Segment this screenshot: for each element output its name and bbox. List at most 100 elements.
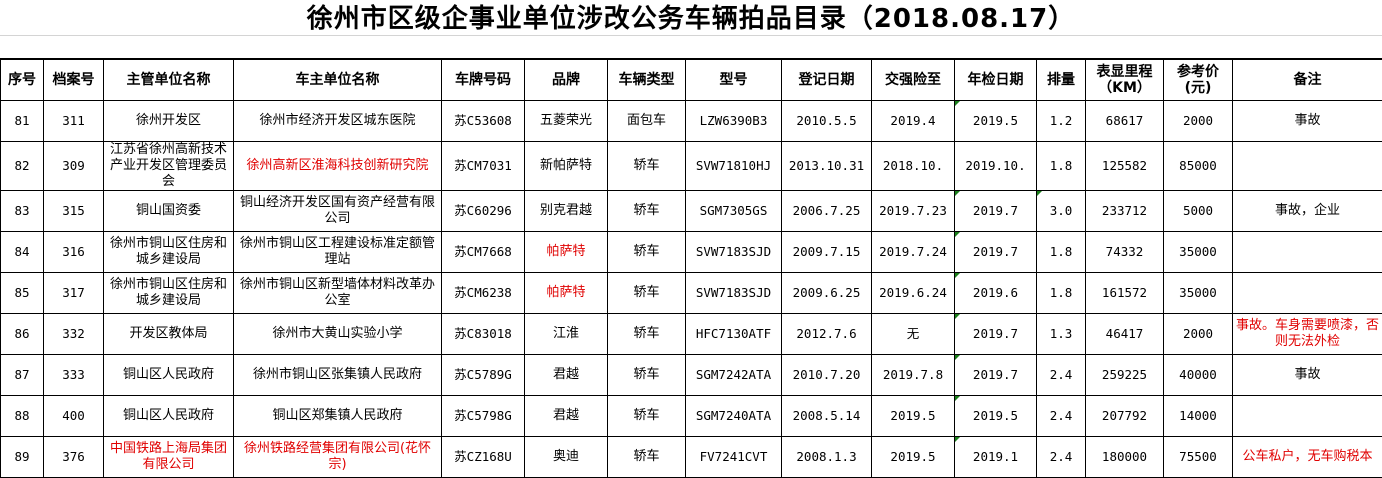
cell-inspection[interactable]: 2019.7	[955, 355, 1037, 396]
cell-dept[interactable]: 铜山国资委	[104, 191, 234, 232]
column-header-price[interactable]: 参考价(元)	[1164, 60, 1233, 101]
cell-displacement[interactable]: 2.4	[1037, 396, 1086, 437]
cell-price[interactable]: 2000	[1164, 101, 1233, 142]
cell-owner[interactable]: 铜山区郑集镇人民政府	[234, 396, 442, 437]
cell-owner[interactable]: 徐州市大黄山实验小学	[234, 314, 442, 355]
cell-vehicle-type[interactable]: 轿车	[608, 273, 686, 314]
column-header-seq[interactable]: 序号	[1, 60, 44, 101]
cell-mileage[interactable]: 161572	[1086, 273, 1164, 314]
cell-seq[interactable]: 83	[1, 191, 44, 232]
cell-owner[interactable]: 徐州市铜山区张集镇人民政府	[234, 355, 442, 396]
cell-displacement[interactable]: 1.8	[1037, 232, 1086, 273]
cell-mileage[interactable]: 68617	[1086, 101, 1164, 142]
cell-owner[interactable]: 徐州铁路经营集团有限公司(花怀宗)	[234, 437, 442, 478]
cell-model[interactable]: FV7241CVT	[686, 437, 782, 478]
cell-reg-date[interactable]: 2009.6.25	[782, 273, 872, 314]
cell-reg-date[interactable]: 2008.1.3	[782, 437, 872, 478]
cell-note[interactable]	[1233, 396, 1382, 437]
cell-note[interactable]	[1233, 232, 1382, 273]
column-header-file-no[interactable]: 档案号	[44, 60, 104, 101]
cell-model[interactable]: SVW7183SJD	[686, 273, 782, 314]
cell-file-no[interactable]: 311	[44, 101, 104, 142]
cell-seq[interactable]: 85	[1, 273, 44, 314]
cell-mileage[interactable]: 125582	[1086, 142, 1164, 191]
cell-insurance[interactable]: 2019.7.8	[872, 355, 955, 396]
cell-vehicle-type[interactable]: 轿车	[608, 396, 686, 437]
cell-mileage[interactable]: 233712	[1086, 191, 1164, 232]
cell-note[interactable]: 事故	[1233, 101, 1382, 142]
cell-reg-date[interactable]: 2008.5.14	[782, 396, 872, 437]
cell-mileage[interactable]: 46417	[1086, 314, 1164, 355]
cell-insurance[interactable]: 2018.10.	[872, 142, 955, 191]
cell-price[interactable]: 40000	[1164, 355, 1233, 396]
cell-mileage[interactable]: 207792	[1086, 396, 1164, 437]
cell-plate[interactable]: 苏CM7668	[442, 232, 525, 273]
cell-owner[interactable]: 徐州市铜山区工程建设标准定额管理站	[234, 232, 442, 273]
cell-model[interactable]: SGM7305GS	[686, 191, 782, 232]
cell-vehicle-type[interactable]: 轿车	[608, 142, 686, 191]
cell-inspection[interactable]: 2019.10.	[955, 142, 1037, 191]
cell-insurance[interactable]: 无	[872, 314, 955, 355]
cell-note[interactable]	[1233, 142, 1382, 191]
cell-vehicle-type[interactable]: 轿车	[608, 355, 686, 396]
cell-dept[interactable]: 铜山区人民政府	[104, 396, 234, 437]
column-header-vehicle-type[interactable]: 车辆类型	[608, 60, 686, 101]
cell-brand[interactable]: 帕萨特	[525, 232, 608, 273]
cell-dept[interactable]: 铜山区人民政府	[104, 355, 234, 396]
cell-price[interactable]: 2000	[1164, 314, 1233, 355]
cell-plate[interactable]: 苏C60296	[442, 191, 525, 232]
cell-model[interactable]: HFC7130ATF	[686, 314, 782, 355]
cell-reg-date[interactable]: 2010.7.20	[782, 355, 872, 396]
cell-displacement[interactable]: 2.4	[1037, 355, 1086, 396]
cell-vehicle-type[interactable]: 轿车	[608, 437, 686, 478]
cell-model[interactable]: SGM7242ATA	[686, 355, 782, 396]
cell-file-no[interactable]: 309	[44, 142, 104, 191]
cell-brand[interactable]: 别克君越	[525, 191, 608, 232]
cell-seq[interactable]: 86	[1, 314, 44, 355]
column-header-plate[interactable]: 车牌号码	[442, 60, 525, 101]
cell-brand[interactable]: 帕萨特	[525, 273, 608, 314]
column-header-inspection[interactable]: 年检日期	[955, 60, 1037, 101]
cell-dept[interactable]: 徐州开发区	[104, 101, 234, 142]
cell-inspection[interactable]: 2019.1	[955, 437, 1037, 478]
cell-plate[interactable]: 苏C53608	[442, 101, 525, 142]
cell-vehicle-type[interactable]: 轿车	[608, 191, 686, 232]
cell-reg-date[interactable]: 2012.7.6	[782, 314, 872, 355]
column-header-model[interactable]: 型号	[686, 60, 782, 101]
cell-model[interactable]: SVW7183SJD	[686, 232, 782, 273]
cell-reg-date[interactable]: 2006.7.25	[782, 191, 872, 232]
cell-insurance[interactable]: 2019.6.24	[872, 273, 955, 314]
cell-plate[interactable]: 苏CM6238	[442, 273, 525, 314]
cell-mileage[interactable]: 259225	[1086, 355, 1164, 396]
cell-reg-date[interactable]: 2010.5.5	[782, 101, 872, 142]
cell-note[interactable]: 事故，企业	[1233, 191, 1382, 232]
cell-file-no[interactable]: 317	[44, 273, 104, 314]
cell-price[interactable]: 35000	[1164, 273, 1233, 314]
cell-price[interactable]: 14000	[1164, 396, 1233, 437]
cell-inspection[interactable]: 2019.6	[955, 273, 1037, 314]
cell-vehicle-type[interactable]: 轿车	[608, 232, 686, 273]
cell-owner[interactable]: 徐州高新区淮海科技创新研究院	[234, 142, 442, 191]
cell-inspection[interactable]: 2019.5	[955, 396, 1037, 437]
cell-dept[interactable]: 开发区教体局	[104, 314, 234, 355]
cell-insurance[interactable]: 2019.7.24	[872, 232, 955, 273]
cell-displacement[interactable]: 1.8	[1037, 273, 1086, 314]
cell-file-no[interactable]: 376	[44, 437, 104, 478]
cell-insurance[interactable]: 2019.7.23	[872, 191, 955, 232]
column-header-dept[interactable]: 主管单位名称	[104, 60, 234, 101]
cell-brand[interactable]: 江淮	[525, 314, 608, 355]
cell-seq[interactable]: 81	[1, 101, 44, 142]
cell-brand[interactable]: 奥迪	[525, 437, 608, 478]
cell-displacement[interactable]: 1.3	[1037, 314, 1086, 355]
cell-reg-date[interactable]: 2009.7.15	[782, 232, 872, 273]
cell-plate[interactable]: 苏C5798G	[442, 396, 525, 437]
cell-owner[interactable]: 徐州市铜山区新型墙体材料改革办公室	[234, 273, 442, 314]
cell-brand[interactable]: 五菱荣光	[525, 101, 608, 142]
column-header-displacement[interactable]: 排量	[1037, 60, 1086, 101]
column-header-note[interactable]: 备注	[1233, 60, 1382, 101]
column-header-owner[interactable]: 车主单位名称	[234, 60, 442, 101]
cell-dept[interactable]: 中国铁路上海局集团有限公司	[104, 437, 234, 478]
cell-owner[interactable]: 铜山经济开发区国有资产经营有限公司	[234, 191, 442, 232]
cell-plate[interactable]: 苏CM7031	[442, 142, 525, 191]
cell-model[interactable]: SGM7240ATA	[686, 396, 782, 437]
